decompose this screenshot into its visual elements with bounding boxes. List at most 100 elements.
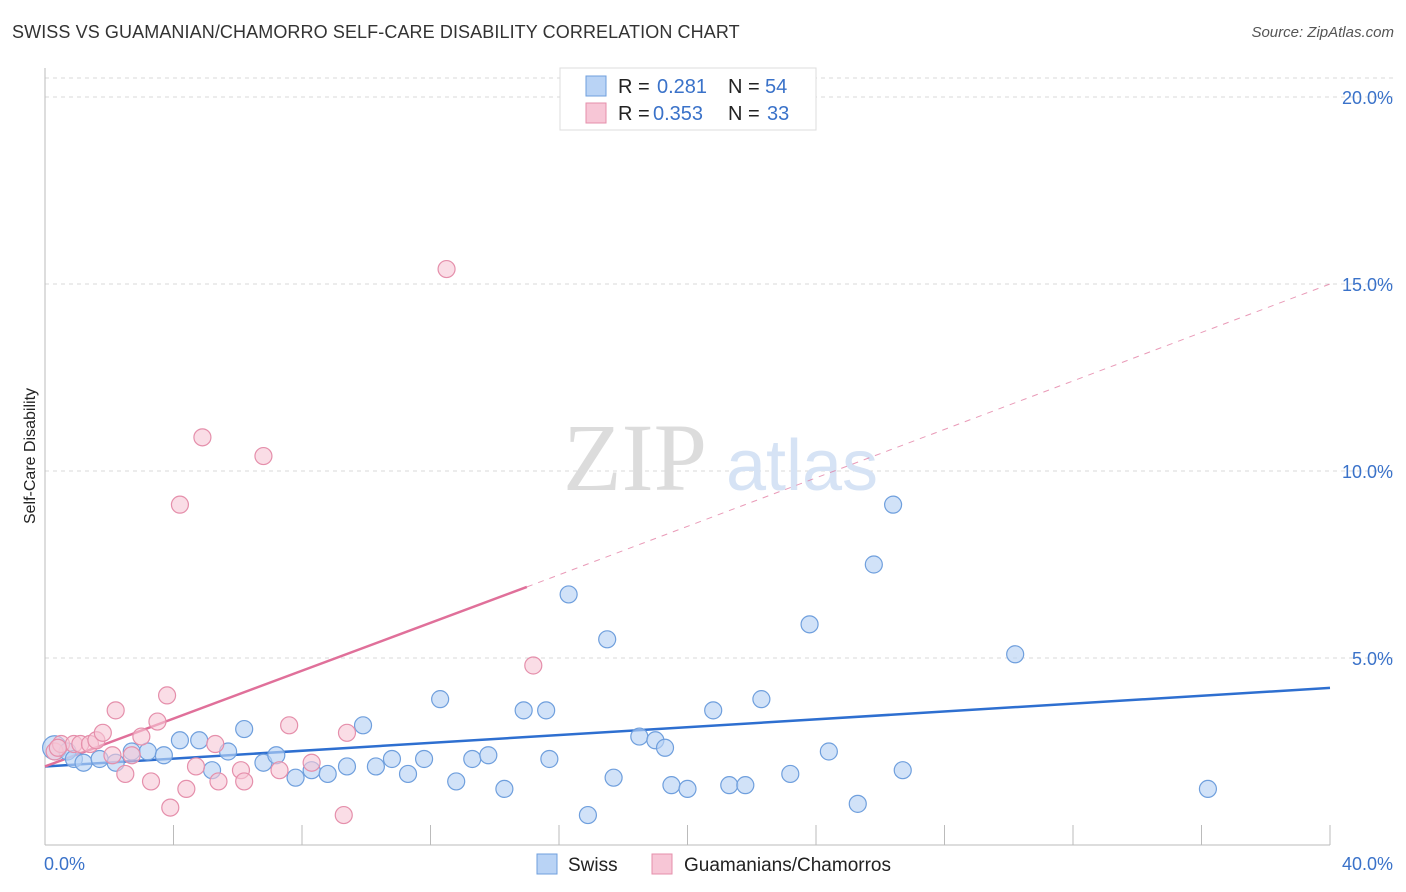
legend-swatch-swiss	[585, 75, 607, 97]
point-swiss-48	[819, 742, 838, 761]
point-guam-7	[103, 746, 122, 765]
series-legend-swatch-guam	[651, 853, 673, 875]
point-swiss-24	[414, 749, 434, 769]
y-tick-label-0: 5.0%	[1352, 649, 1393, 669]
point-guam-10	[122, 746, 141, 765]
point-swiss-22	[382, 749, 402, 769]
point-swiss-42	[704, 701, 723, 720]
legend-n-label-swiss: N =	[728, 76, 760, 98]
point-swiss-51	[883, 495, 903, 514]
point-swiss-32	[540, 749, 559, 769]
legend-n-label-guam: N =	[728, 103, 760, 125]
point-swiss-29	[495, 779, 514, 799]
legend-r-label-swiss: R =	[618, 76, 650, 98]
point-swiss-36	[604, 768, 623, 787]
point-guam-26	[280, 716, 299, 735]
point-guam-6	[93, 723, 112, 742]
y-tick-label-2: 15.0%	[1342, 275, 1393, 295]
point-swiss-26	[447, 772, 466, 791]
point-swiss-37	[630, 727, 649, 746]
series-legend-swatch-swiss	[536, 853, 558, 875]
axes	[44, 68, 1331, 846]
point-guam-19	[193, 428, 212, 447]
point-guam-28	[337, 723, 357, 742]
y-tick-labels: 5.0% 10.0% 15.0% 20.0%	[1342, 88, 1393, 669]
chart-title: SWISS VS GUAMANIAN/CHAMORRO SELF-CARE DI…	[12, 22, 740, 42]
legend-n-value-swiss: 54	[765, 76, 787, 98]
point-swiss-35	[598, 630, 617, 649]
point-guam-15	[161, 798, 180, 817]
point-guam-12	[141, 772, 161, 791]
point-guam-16	[170, 495, 190, 514]
series-legend-label-guam: Guamanians/Chamorros	[684, 855, 891, 876]
point-swiss-47	[800, 615, 819, 634]
point-swiss-43	[720, 776, 739, 795]
point-guam-30	[437, 259, 456, 279]
point-guam-18	[186, 757, 206, 776]
x-tick-label-1: 40.0%	[1342, 854, 1393, 874]
point-guam-23	[235, 772, 254, 791]
point-swiss-15	[267, 746, 286, 765]
y-axis-label: Self-Care Disability	[22, 388, 39, 524]
point-swiss-39	[655, 738, 675, 757]
point-guam-9	[116, 764, 135, 784]
point-guam-27	[302, 753, 321, 772]
series-legend-label-swiss: Swiss	[568, 855, 618, 876]
point-swiss-54	[1198, 779, 1218, 799]
legend-r-value-guam: 0.353	[653, 103, 703, 125]
point-swiss-16	[286, 768, 305, 787]
point-swiss-49	[848, 794, 867, 813]
grid-lines	[45, 77, 1395, 659]
point-guam-25	[270, 761, 289, 780]
legend-r-value-swiss: 0.281	[657, 76, 707, 98]
y-tick-label-1: 10.0%	[1342, 462, 1393, 482]
point-swiss-13	[235, 719, 254, 739]
point-swiss-28	[479, 746, 498, 765]
legend-n-value-guam: 33	[767, 103, 789, 125]
correlation-legend: R = 0.281 N = 54 R = 0.353 N = 33	[559, 67, 817, 131]
point-swiss-40	[662, 776, 681, 795]
point-swiss-9	[170, 731, 190, 750]
point-swiss-23	[398, 764, 418, 784]
point-guam-31	[524, 656, 543, 675]
point-guam-32	[48, 738, 67, 757]
point-swiss-34	[578, 805, 598, 825]
y-tick-label-3: 20.0%	[1342, 88, 1393, 108]
point-swiss-21	[366, 757, 385, 776]
x-tick-label-0: 0.0%	[44, 854, 85, 874]
trend-line-swiss	[44, 686, 1331, 768]
point-swiss-44	[736, 776, 755, 795]
legend-r-label-guam: R =	[618, 103, 650, 125]
point-swiss-25	[431, 690, 450, 709]
point-guam-8	[106, 701, 125, 720]
x-tick-labels: 0.0% 40.0%	[44, 854, 1393, 874]
point-swiss-52	[893, 761, 912, 780]
point-swiss-53	[1006, 645, 1025, 664]
point-swiss-30	[514, 701, 533, 720]
point-guam-13	[148, 712, 167, 731]
point-swiss-18	[318, 764, 337, 784]
legend-swatch-guam	[585, 102, 607, 124]
data-points	[42, 259, 1218, 825]
point-swiss-27	[463, 749, 482, 769]
source-label: Source: ZipAtlas.com	[1251, 24, 1394, 41]
point-swiss-31	[537, 701, 556, 720]
point-guam-29	[334, 805, 353, 825]
watermark: ZIP atlas	[563, 404, 878, 511]
point-guam-17	[177, 779, 196, 799]
point-guam-21	[209, 772, 228, 791]
watermark-zip: ZIP	[563, 404, 707, 511]
point-guam-24	[254, 446, 273, 466]
point-swiss-33	[559, 585, 578, 604]
point-swiss-10	[190, 731, 209, 750]
point-guam-11	[132, 727, 151, 746]
point-swiss-20	[353, 716, 373, 735]
point-guam-14	[157, 686, 177, 705]
point-swiss-8	[154, 746, 173, 765]
trend-line-guam	[44, 585, 528, 768]
point-swiss-3	[74, 753, 93, 772]
point-swiss-45	[752, 690, 771, 709]
point-swiss-46	[781, 764, 800, 784]
point-swiss-41	[678, 779, 697, 799]
